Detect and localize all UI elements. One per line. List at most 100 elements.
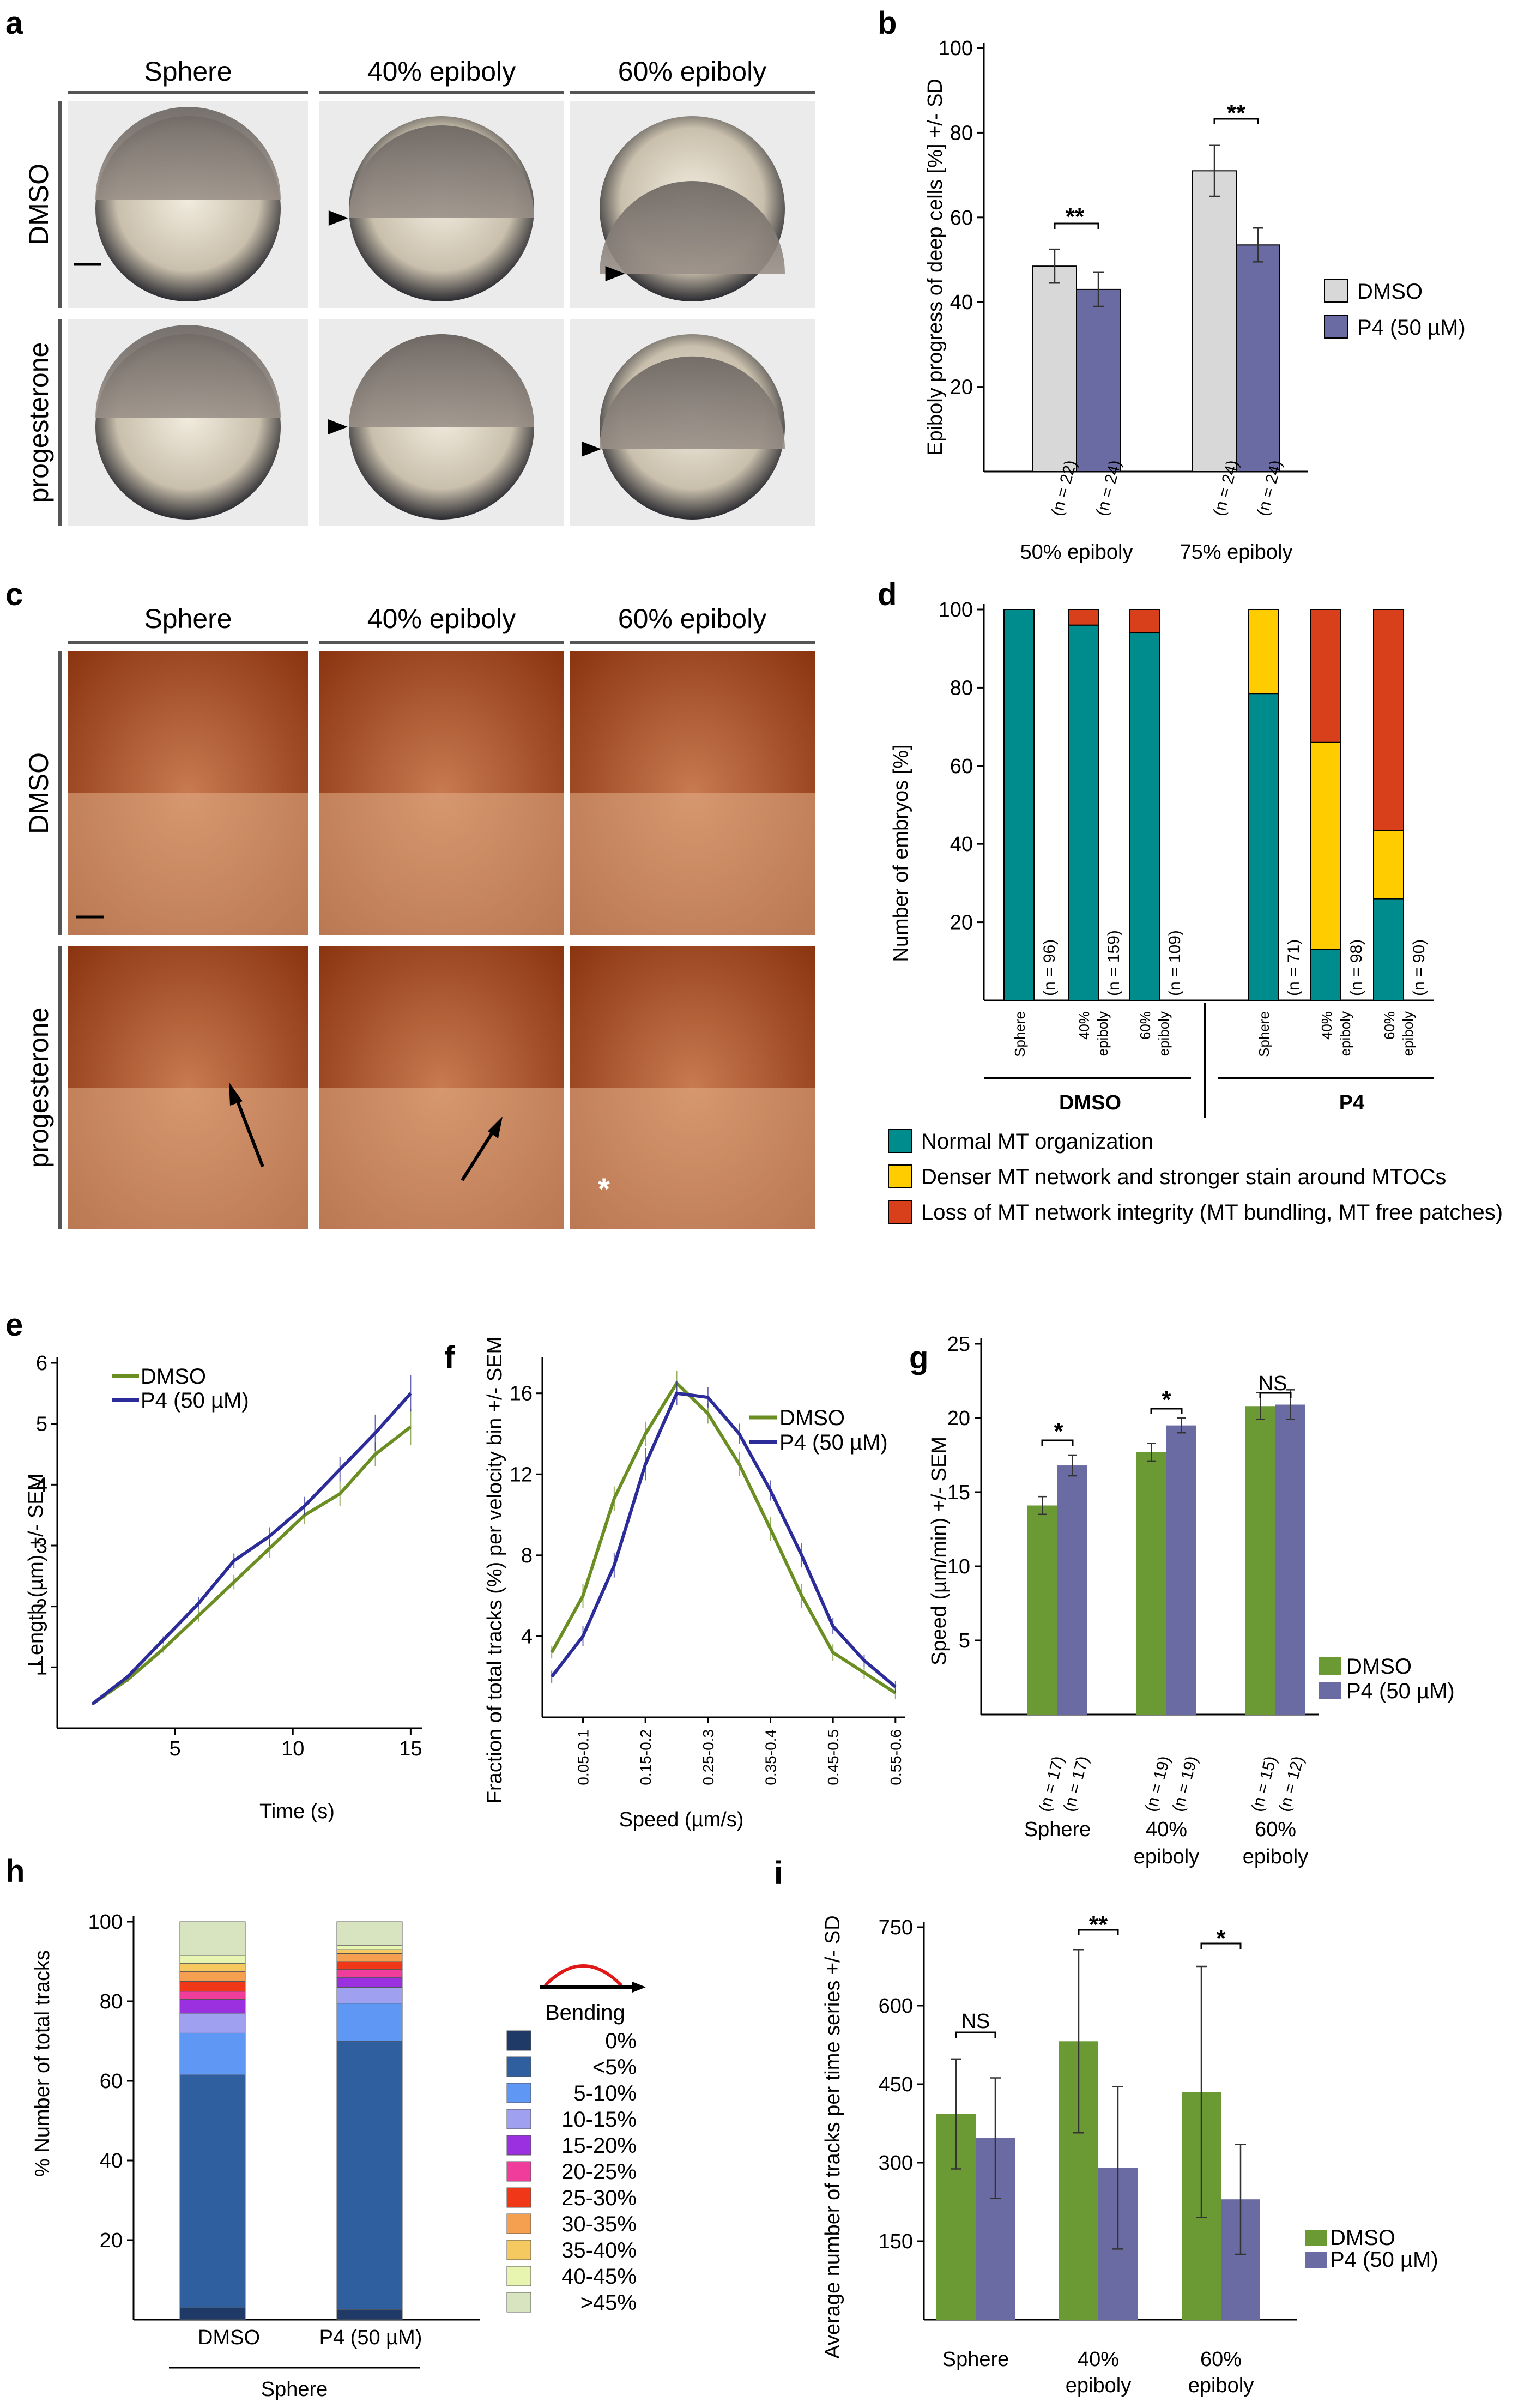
legend-p4: P4 (50 µM): [1357, 316, 1466, 340]
n-label: (n = 90): [1410, 939, 1428, 996]
series-line: [92, 1425, 412, 1705]
stage-label: 60%: [1137, 1011, 1153, 1040]
stacked-bar-segment: [1373, 830, 1404, 900]
stacked-bar-segment: [179, 1921, 246, 1956]
panel-label-h: h: [5, 1854, 25, 1889]
stacked-bar-segment: [1068, 609, 1099, 626]
sig-bracket: [1259, 1392, 1292, 1398]
embryo-blastoderm: [600, 356, 785, 449]
embryo-blastoderm: [600, 181, 785, 274]
n-label: (n = 159): [1105, 930, 1123, 996]
y-tick-label: 6: [36, 1352, 47, 1375]
stacked-bar-segment: [336, 1945, 403, 1950]
legend-p4: P4 (50 µM): [779, 1431, 888, 1455]
legend-label: 20-25%: [561, 2160, 637, 2184]
sig-bracket: [1200, 1942, 1242, 1949]
panel-h: h % Number of total tracks 20 40 60 80 100 D…: [5, 1854, 646, 2401]
x-tick-label: 15: [399, 1737, 422, 1760]
stain-photo-yolk: [319, 1088, 564, 1229]
legend-swatch: [506, 2187, 531, 2208]
panel-c: c Sphere 40% epiboly 60% epiboly DMSO pr…: [5, 577, 815, 1229]
col-header-sphere: Sphere: [144, 603, 232, 634]
y-tick-label: 1: [36, 1656, 47, 1679]
x-tick-label: 10: [281, 1737, 304, 1760]
x-category: 60% epiboly: [1188, 2348, 1254, 2397]
x-category: Sphere: [942, 2348, 1009, 2371]
panel-label-g: g: [909, 1340, 928, 1375]
asterisk-marker: *: [598, 1172, 610, 1206]
legend-swatch: [506, 2135, 531, 2156]
bar: [1057, 1465, 1087, 1715]
legend-dmso: DMSO: [1346, 1655, 1412, 1679]
arrowhead-marker: [328, 210, 348, 226]
y-tick-label: 4: [36, 1474, 47, 1496]
col-header-40-epiboly: 40% epiboly: [367, 56, 516, 87]
col-header-60-epiboly: 60% epiboly: [618, 603, 766, 634]
legend-swatch: [506, 2030, 531, 2051]
stacked-bar-segment: [179, 1971, 246, 1982]
panel-e: e Length (µm) +/- SEM Time (s) 1 2 3 4 5 6 5 10…: [5, 1307, 422, 1823]
y-tick-label: 60: [950, 207, 973, 230]
y-tick-label: 2: [36, 1596, 47, 1619]
legend-dmso: DMSO: [1357, 280, 1423, 304]
x-tick-label: 5: [170, 1737, 181, 1760]
panel-label-a: a: [5, 5, 23, 41]
panel-i: i Average number of tracks per time seri…: [774, 1855, 1438, 2397]
stage-label: epiboly: [1337, 1011, 1353, 1056]
x-category: 40% epiboly: [1134, 1818, 1199, 1868]
sig-bracket: [1054, 222, 1099, 229]
n-label: (n = 109): [1166, 930, 1184, 996]
n-label: (n = 71): [1285, 939, 1303, 996]
legend-swatch: [506, 2161, 531, 2182]
bar: [1027, 1505, 1057, 1715]
embryo-blastoderm: [95, 107, 281, 200]
sig-marker: NS: [1259, 1372, 1287, 1395]
n-label: (n = 12): [1275, 1754, 1308, 1814]
x-category: Sphere: [1024, 1818, 1091, 1841]
stacked-bar-segment: [179, 2013, 246, 2033]
stage-label: epiboly: [1094, 1011, 1111, 1056]
arrow-marker: [488, 1117, 503, 1138]
legend-swatch: [506, 2109, 531, 2129]
panel-b: b Epiboly progress of deep cells [%] +/-…: [878, 5, 1466, 564]
legend-swatch: [506, 2056, 531, 2077]
y-axis-label: % Number of total tracks: [31, 1950, 54, 2177]
stage-label: Sphere: [1256, 1011, 1272, 1057]
y-tick-label: 5: [959, 1630, 970, 1652]
y-tick-label: 300: [879, 2152, 913, 2175]
bending-icon: [540, 1964, 646, 1993]
legend-swatch: [888, 1164, 912, 1188]
legend-p4: P4 (50 µM): [141, 1389, 249, 1413]
y-tick-label: 40: [950, 291, 973, 314]
stage-label: 40%: [1319, 1011, 1335, 1040]
legend-dmso: DMSO: [1330, 2226, 1395, 2250]
stacked-bar-segment: [179, 1963, 246, 1972]
y-tick-label: 150: [879, 2230, 913, 2253]
stage-label: 40%: [1076, 1011, 1092, 1040]
series-line: [550, 1391, 897, 1688]
legend-label: 15-20%: [561, 2134, 637, 2158]
group-label: Sphere: [261, 2378, 328, 2401]
legend-swatch-p4: [1305, 2252, 1327, 2268]
legend-swatch-dmso: [1319, 1657, 1341, 1675]
panel-f: f Fraction of total tracks (%) per veloc…: [444, 1337, 905, 1831]
x-tick-label: 0.55-0.6: [887, 1729, 904, 1785]
col-header-40-epiboly: 40% epiboly: [367, 603, 516, 634]
y-tick-label: 100: [939, 599, 973, 621]
panel-label-d: d: [878, 577, 897, 612]
legend-swatch: [506, 2083, 531, 2103]
legend-swatch: [888, 1129, 912, 1153]
legend-swatch: [506, 2292, 531, 2313]
n-label: (n = 19): [1169, 1754, 1201, 1814]
x-tick-label: 0.45-0.5: [825, 1729, 842, 1785]
stage-label: Sphere: [1012, 1011, 1028, 1057]
sig-marker: *: [1054, 1418, 1063, 1445]
embryo-blastoderm: [349, 125, 534, 218]
legend-label: 10-15%: [561, 2108, 637, 2132]
arrow-marker: [229, 1082, 243, 1106]
x-category: P4 (50 µM): [319, 2326, 422, 2349]
x-category: DMSO: [198, 2326, 260, 2349]
stacked-bar-segment: [336, 2003, 403, 2042]
row-label-progesterone: progesterone: [23, 342, 54, 503]
